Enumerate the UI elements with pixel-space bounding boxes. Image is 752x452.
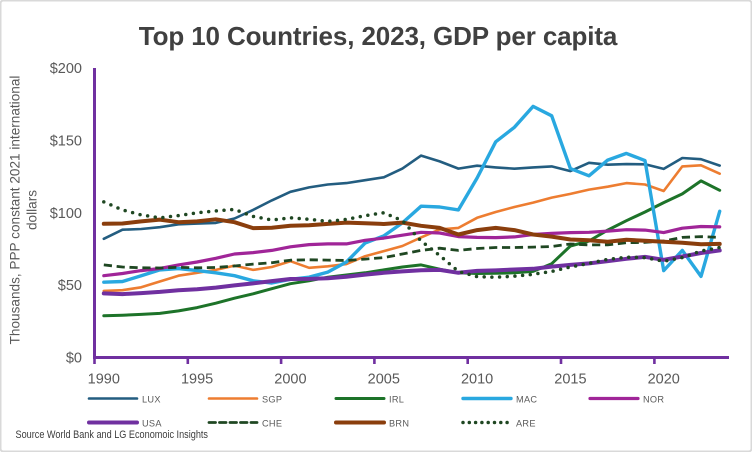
- svg-text:Source World Bank and LG Econo: Source World Bank and LG Economoic Insig…: [16, 429, 209, 441]
- svg-text:Top 10 Countries, 2023, GDP pe: Top 10 Countries, 2023, GDP per capita: [139, 21, 618, 51]
- svg-text:$0: $0: [66, 351, 82, 367]
- svg-text:2020: 2020: [648, 372, 680, 388]
- svg-text:BRN: BRN: [389, 419, 409, 429]
- svg-text:IRL: IRL: [389, 395, 404, 405]
- svg-text:2000: 2000: [274, 372, 306, 388]
- svg-text:Thousands, PPP constant 2021 i: Thousands, PPP constant 2021 internation…: [8, 76, 23, 345]
- svg-text:LUX: LUX: [142, 395, 161, 405]
- svg-text:2005: 2005: [368, 372, 400, 388]
- svg-text:$150: $150: [50, 133, 82, 149]
- svg-text:1995: 1995: [181, 372, 213, 388]
- svg-text:1990: 1990: [88, 372, 120, 388]
- svg-text:SGP: SGP: [262, 395, 282, 405]
- svg-text:dollars: dollars: [25, 190, 40, 230]
- svg-text:USA: USA: [142, 419, 162, 429]
- svg-text:$100: $100: [50, 206, 82, 222]
- svg-text:ARE: ARE: [516, 419, 536, 429]
- svg-text:$200: $200: [50, 61, 82, 77]
- svg-text:$50: $50: [58, 278, 82, 294]
- svg-text:2010: 2010: [461, 372, 493, 388]
- svg-text:NOR: NOR: [643, 395, 664, 405]
- svg-text:2015: 2015: [554, 372, 586, 388]
- svg-text:MAC: MAC: [516, 395, 537, 405]
- svg-text:CHE: CHE: [262, 419, 282, 429]
